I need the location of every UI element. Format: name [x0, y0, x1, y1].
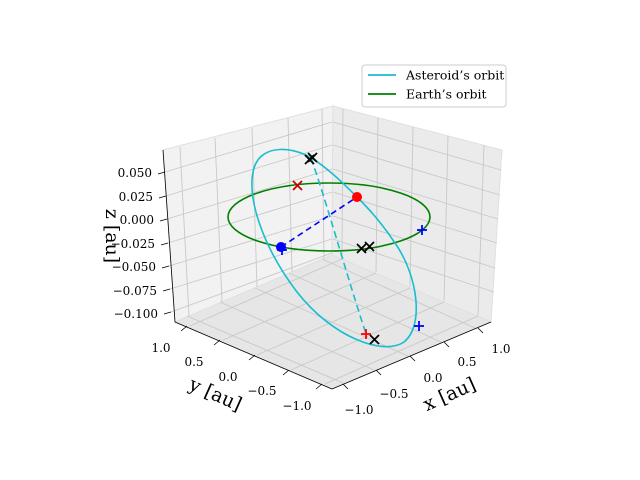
earth-orbit	[227, 182, 431, 252]
earth-asteroid-connector	[280, 196, 358, 248]
grid-line	[168, 215, 333, 267]
orbits	[227, 148, 431, 348]
z-tick-mark	[160, 242, 169, 246]
z-tick-mark	[159, 218, 168, 222]
grid-line	[164, 121, 333, 173]
grid-line	[170, 252, 333, 313]
grid-line	[443, 135, 449, 302]
x-tick-label: 0.5	[457, 355, 476, 369]
red-x-marker	[292, 180, 303, 191]
grid-line	[332, 121, 502, 171]
red-plus-marker	[361, 329, 371, 339]
asteroid-orbit-far	[310, 157, 368, 338]
x-tick-mark	[409, 355, 416, 362]
grid-line	[189, 258, 343, 327]
x-tick-label: 1.0	[491, 342, 510, 356]
z-tick-label: −0.025	[111, 237, 155, 251]
grid-line	[214, 137, 223, 303]
z-tick-mark	[161, 265, 170, 269]
blue-plus-marker	[417, 225, 427, 235]
axis-ticks	[157, 171, 484, 390]
y-axis-line	[174, 321, 333, 390]
black-x-marker	[364, 241, 375, 252]
black-x-marker	[369, 334, 380, 345]
z-axis-label: z [au]	[101, 209, 123, 263]
axis-lines	[162, 149, 492, 390]
grid-line	[477, 144, 485, 317]
legend-label-asteroid: Asteroid’s orbit	[405, 68, 504, 83]
asteroid-position-dot	[352, 192, 362, 202]
x-tick-label: −0.5	[379, 387, 408, 401]
y-tick-mark	[180, 325, 188, 332]
axes-panes	[162, 105, 503, 390]
y-tick-mark	[315, 383, 323, 390]
grid-line	[186, 315, 344, 384]
z-tick-label: 0.000	[120, 213, 154, 227]
legend: Asteroid’s orbit Earth’s orbit	[361, 64, 507, 108]
blue-plus-marker	[414, 321, 424, 331]
legend-label-earth: Earth’s orbit	[406, 87, 487, 102]
x-tick-mark	[375, 369, 382, 376]
x-tick-mark	[443, 341, 450, 348]
y-tick-label: 1.0	[151, 341, 170, 355]
grid-line	[166, 168, 333, 220]
grid-line	[287, 117, 293, 273]
markers	[276, 152, 427, 345]
grid-line	[409, 126, 414, 288]
x-tick-label: 0.0	[423, 371, 442, 385]
z-tick-mark	[162, 288, 171, 292]
asteroid-orbit-near	[251, 148, 417, 348]
grid-line	[219, 301, 375, 371]
grid-line	[167, 191, 333, 244]
grid-line	[332, 168, 499, 220]
tick-labels: 0.050 0.025 0.000 −0.025 −0.050 −0.075 −…	[111, 166, 511, 417]
grid-line	[324, 315, 479, 385]
z-tick-label: −0.050	[112, 260, 156, 274]
x-tick-mark	[477, 327, 484, 334]
grid-line	[169, 238, 333, 290]
z-tick-mark	[163, 311, 172, 315]
x-tick-label: −1.0	[344, 403, 373, 417]
y-tick-mark	[282, 369, 290, 376]
legend-box	[361, 64, 507, 108]
x-tick-mark	[342, 383, 349, 390]
y-tick-label: −0.5	[247, 384, 276, 398]
y-tick-label: 0.5	[184, 355, 203, 369]
z-tick-label: 0.025	[119, 190, 153, 204]
z-tick-label: −0.075	[113, 284, 157, 298]
grid-line	[179, 146, 190, 317]
earth-position-dot	[276, 242, 286, 252]
z-tick-label: 0.050	[118, 166, 152, 180]
black-x-marker	[356, 243, 367, 254]
grid-line	[256, 287, 411, 356]
z-tick-label: −0.100	[114, 307, 158, 321]
black-x-marker	[307, 152, 318, 163]
x-axis-line	[331, 321, 492, 390]
y-tick-mark	[213, 339, 221, 346]
y-tick-mark	[248, 354, 256, 361]
y-tick-label: −1.0	[282, 399, 311, 413]
grid-line	[290, 301, 445, 371]
z-tick-mark	[157, 171, 166, 175]
z-axis-line	[162, 149, 176, 323]
z-tick-mark	[158, 195, 167, 199]
grid-line	[332, 215, 496, 269]
y-tick-label: 0.0	[218, 370, 237, 384]
grid-line	[332, 144, 501, 196]
